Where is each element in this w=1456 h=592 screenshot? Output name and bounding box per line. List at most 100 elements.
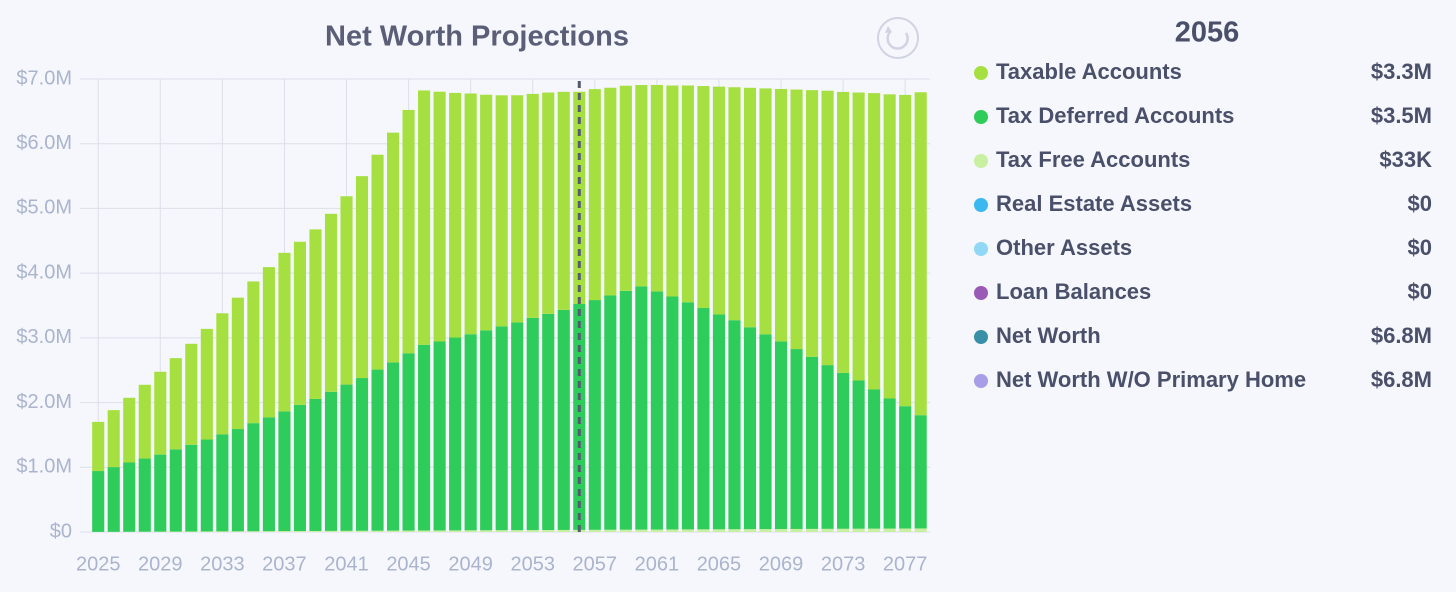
bar-segment xyxy=(324,530,338,532)
bar-segment xyxy=(154,371,167,455)
legend-item[interactable]: Real Estate Assets $0 xyxy=(974,191,1432,216)
legend-value: $3.5M xyxy=(1371,103,1432,128)
bar-segment xyxy=(837,372,850,529)
legend-item[interactable]: Other Assets $0 xyxy=(974,235,1432,260)
bar-segment xyxy=(604,87,617,296)
bar-segment xyxy=(743,87,757,328)
bar-segment xyxy=(588,300,601,530)
legend-item[interactable]: Net Worth W/O Primary Home $6.8M xyxy=(974,367,1432,392)
bar-segment xyxy=(449,92,462,338)
bar-segment xyxy=(697,529,710,532)
bar-segment xyxy=(262,417,275,532)
bar-segment xyxy=(883,528,896,532)
bar-segment xyxy=(650,291,663,530)
legend-value: $6.8M xyxy=(1371,323,1432,348)
legend-swatch xyxy=(974,330,988,344)
bar-segment xyxy=(511,322,524,531)
bar-segment xyxy=(293,241,307,405)
bar-segment xyxy=(650,529,663,532)
legend-swatch xyxy=(974,198,988,212)
bar-segment xyxy=(573,91,586,305)
bar-segment xyxy=(666,529,679,532)
bar-segment xyxy=(697,308,710,530)
x-tick-label: 2077 xyxy=(883,553,928,575)
bar-segment xyxy=(619,290,632,530)
bar-segment xyxy=(309,398,322,531)
bar-segment xyxy=(588,529,601,532)
x-tick-label: 2029 xyxy=(138,553,183,575)
bar-segment xyxy=(635,286,648,530)
legend-swatch xyxy=(974,154,988,168)
bar-segment xyxy=(899,528,912,532)
bar-segment xyxy=(480,94,493,331)
bar-segment xyxy=(666,296,679,530)
legend-value: $0 xyxy=(1408,191,1432,216)
legend-value: $0 xyxy=(1408,235,1432,260)
bar-segment xyxy=(92,421,105,472)
x-tick-label: 2033 xyxy=(200,553,245,575)
bar-segment xyxy=(449,337,462,531)
legend-value: $3.3M xyxy=(1371,59,1432,84)
x-tick-label: 2073 xyxy=(821,553,866,575)
bar-segment xyxy=(883,398,896,529)
legend-swatch xyxy=(974,242,988,256)
reset-button[interactable] xyxy=(877,17,919,59)
x-tick-label: 2041 xyxy=(324,553,369,575)
bar-segment xyxy=(774,88,788,342)
bar-segment xyxy=(837,528,850,532)
bar-segment xyxy=(371,530,384,532)
x-tick-label: 2037 xyxy=(262,553,307,575)
bar-segment xyxy=(402,353,415,531)
bar-segment xyxy=(868,528,881,532)
legend-item[interactable]: Tax Deferred Accounts $3.5M xyxy=(974,103,1432,128)
bar-segment xyxy=(883,94,896,399)
bar-segment xyxy=(495,95,508,327)
bar-segment xyxy=(324,213,338,392)
bar-segment xyxy=(790,349,803,529)
bar-segment xyxy=(743,327,757,530)
bar-segment xyxy=(309,229,322,399)
bar-segment xyxy=(185,343,198,445)
bar-segment xyxy=(557,529,570,532)
x-tick-label: 2045 xyxy=(386,553,431,575)
bar-segment xyxy=(355,176,369,379)
legend-swatch xyxy=(974,374,988,388)
bar-segment xyxy=(759,529,772,532)
legend-item[interactable]: Taxable Accounts $3.3M xyxy=(974,59,1432,84)
bar-segment xyxy=(293,404,307,532)
bar-segment xyxy=(464,93,477,335)
bar-segment xyxy=(340,384,353,531)
bar-segment xyxy=(371,369,384,531)
bar-segment xyxy=(216,313,229,435)
legend-label: Tax Free Accounts xyxy=(996,147,1190,172)
x-tick-label: 2069 xyxy=(759,553,804,575)
legend-item[interactable]: Net Worth $6.8M xyxy=(974,323,1432,348)
legend-label: Tax Deferred Accounts xyxy=(996,103,1234,128)
bar-segment xyxy=(387,362,400,531)
bar-segment xyxy=(852,528,865,532)
legend-item[interactable]: Loan Balances $0 xyxy=(974,279,1432,304)
bar-segment xyxy=(806,528,819,532)
bar-segment xyxy=(200,328,213,440)
bar-segment xyxy=(216,531,229,532)
bar-segment xyxy=(557,91,570,310)
bar-segment xyxy=(123,397,136,463)
bar-segment xyxy=(278,411,291,532)
bar-segment xyxy=(806,90,819,357)
bar-segment xyxy=(371,154,384,370)
bar-segment xyxy=(728,529,741,532)
bar-segment xyxy=(712,529,726,532)
bar-segment xyxy=(526,317,539,531)
bar-segment xyxy=(92,471,105,532)
bar-segment xyxy=(278,531,291,532)
bar-segment xyxy=(340,530,353,532)
legend-year: 2056 xyxy=(1175,17,1240,49)
bar-segment xyxy=(728,320,741,530)
legend-item[interactable]: Tax Free Accounts $33K xyxy=(974,147,1432,172)
bar-segment xyxy=(759,334,772,530)
bar-segment xyxy=(914,528,927,532)
bar-segment xyxy=(433,530,446,532)
bar-segment xyxy=(185,531,198,532)
bar-segment xyxy=(852,380,865,529)
bar-segment xyxy=(542,529,555,532)
